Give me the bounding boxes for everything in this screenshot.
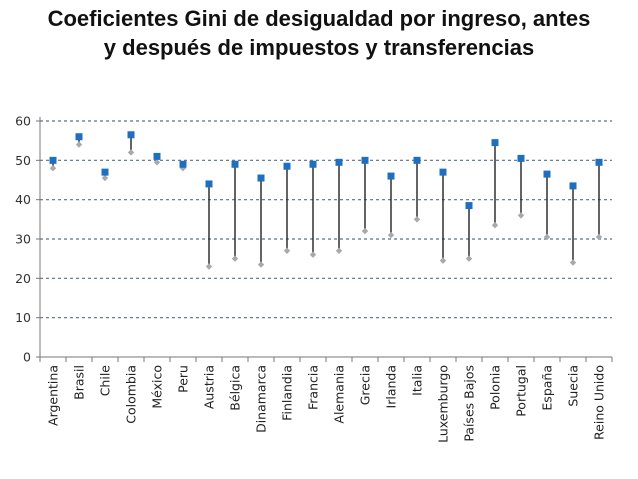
y-tick-label-10: 10: [15, 310, 31, 325]
chart-title-line-1: Coeficientes Gini de desigualdad por ing…: [47, 6, 591, 31]
after-marker-suecia: [569, 259, 577, 266]
before-marker-brasil: [75, 133, 83, 141]
before-marker-países-bajos: [465, 202, 473, 210]
after-marker-polonia: [491, 222, 499, 229]
category-label-méxico: México: [150, 365, 165, 409]
category-label-brasil: Brasil: [72, 365, 87, 400]
before-marker-austria: [205, 180, 213, 188]
category-label-grecia: Grecia: [358, 365, 373, 405]
after-marker-italia: [413, 216, 421, 223]
after-marker-brasil: [75, 141, 83, 148]
category-label-bélgica: Bélgica: [228, 365, 243, 411]
before-marker-españa: [543, 170, 551, 178]
after-marker-francia: [309, 251, 317, 258]
before-marker-colombia: [127, 131, 135, 139]
category-label-portugal: Portugal: [514, 365, 529, 417]
after-marker-irlanda: [387, 231, 395, 239]
before-marker-polonia: [491, 139, 499, 147]
y-tick-label-40: 40: [15, 192, 31, 207]
after-marker-chile: [101, 174, 109, 182]
axes: [36, 117, 613, 362]
category-label-irlanda: Irlanda: [384, 365, 399, 408]
before-marker-finlandia: [283, 162, 291, 170]
before-marker-alemania: [335, 158, 343, 166]
before-marker-luxemburgo: [439, 168, 447, 176]
after-marker-colombia: [127, 149, 135, 156]
before-marker-portugal: [517, 154, 525, 162]
category-label-reino-unido: Reino Unido: [592, 365, 607, 440]
category-label-colombia: Colombia: [124, 365, 139, 424]
after-marker-dinamarca: [257, 261, 265, 268]
y-tick-label-30: 30: [15, 232, 31, 247]
after-marker-portugal: [517, 212, 525, 219]
after-marker-países-bajos: [465, 255, 473, 262]
before-marker-francia: [309, 160, 317, 168]
category-label-dinamarca: Dinamarca: [254, 365, 269, 433]
after-marker-grecia: [361, 227, 369, 235]
y-tick-label-0: 0: [23, 350, 31, 365]
before-marker-suecia: [569, 182, 577, 190]
before-marker-bélgica: [231, 160, 239, 168]
before-marker-méxico: [153, 152, 161, 160]
after-marker-bélgica: [231, 255, 239, 262]
chart-title: Coeficientes Gini de desigualdad por ing…: [0, 4, 638, 62]
before-marker-italia: [413, 156, 421, 164]
before-marker-chile: [101, 168, 109, 176]
before-markers: [49, 131, 603, 210]
category-label-españa: España: [540, 365, 555, 411]
after-marker-finlandia: [283, 247, 291, 254]
category-labels: Argentina Brasil Chile Colombia México Peru Au…: [46, 365, 607, 443]
category-label-finlandia: Finlandia: [280, 365, 295, 421]
category-label-luxemburgo: Luxemburgo: [436, 365, 451, 443]
category-label-alemania: Alemania: [332, 365, 347, 424]
category-label-francia: Francia: [306, 365, 321, 410]
y-tick-labels: 0 10 20 30 40 50 60: [15, 114, 31, 365]
category-label-polonia: Polonia: [488, 365, 503, 410]
after-marker-reino-unido: [595, 233, 603, 241]
after-marker-méxico: [153, 159, 161, 166]
category-label-italia: Italia: [410, 365, 425, 396]
category-label-suecia: Suecia: [566, 365, 581, 407]
y-tick-label-60: 60: [15, 114, 31, 129]
y-tick-label-20: 20: [15, 271, 31, 286]
range-lines: [52, 134, 600, 267]
after-marker-alemania: [335, 247, 343, 254]
after-marker-luxemburgo: [439, 257, 447, 264]
before-marker-irlanda: [387, 172, 395, 180]
category-label-argentina: Argentina: [46, 365, 61, 426]
after-marker-argentina: [49, 165, 57, 172]
y-tick-label-50: 50: [15, 153, 31, 168]
category-label-peru: Peru: [176, 365, 191, 393]
before-marker-peru: [179, 160, 187, 168]
chart-title-line-2: y después de impuestos y transferencias: [103, 35, 535, 60]
before-marker-argentina: [49, 156, 57, 164]
after-marker-austria: [205, 263, 213, 270]
before-marker-dinamarca: [257, 174, 265, 182]
before-marker-grecia: [361, 156, 369, 164]
category-label-chile: Chile: [98, 365, 113, 397]
after-marker-españa: [543, 233, 551, 241]
category-label-austria: Austria: [202, 365, 217, 409]
category-label-países-bajos: Países Bajos: [462, 365, 477, 442]
before-marker-reino-unido: [595, 158, 603, 166]
gridlines: [40, 120, 612, 319]
